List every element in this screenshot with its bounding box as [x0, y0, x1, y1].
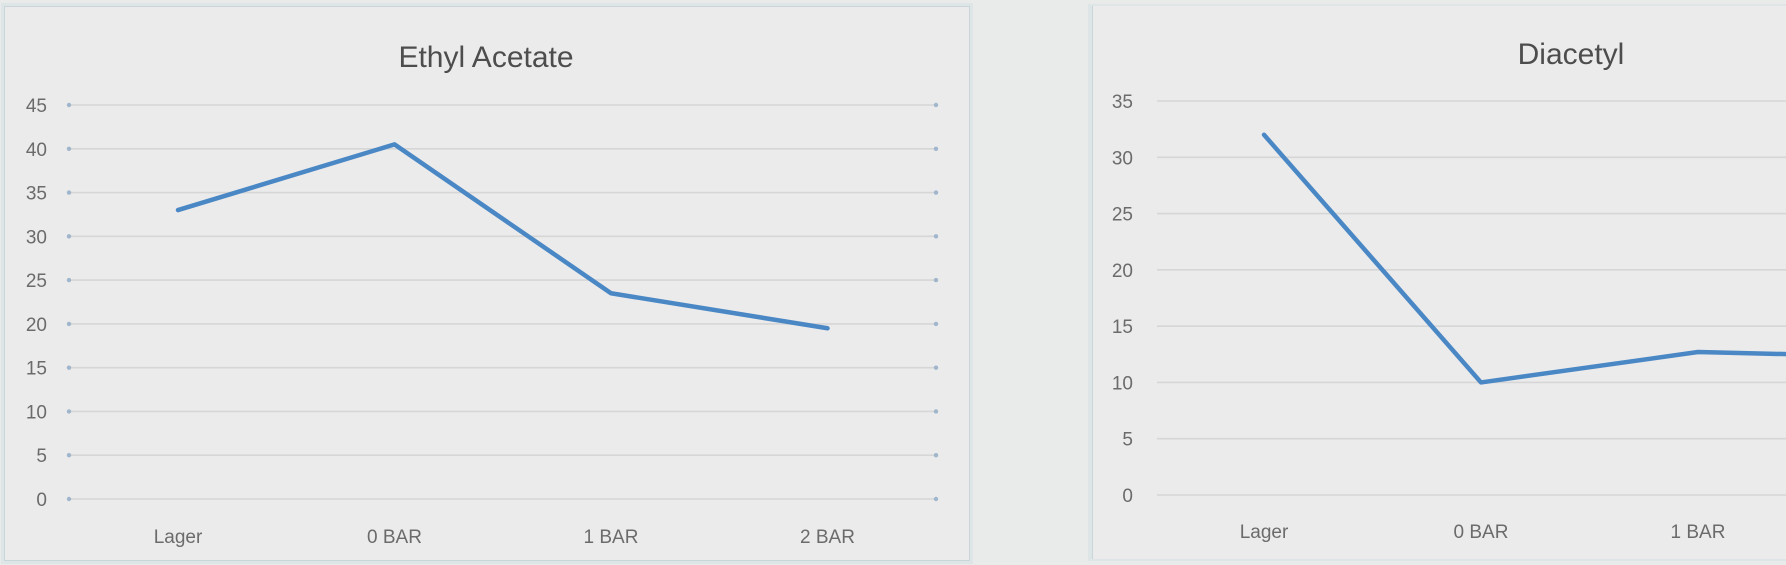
y-tick-label: 15 — [1112, 317, 1133, 338]
diacetyl-chart-svg: Diacetyl 0 5 10 15 20 25 30 35 Lager 0 BAR 1 BAR — [1112, 38, 1786, 543]
series-line — [175, 142, 830, 331]
x-tick-label: 1 BAR — [1671, 522, 1726, 543]
gridline-end-dot — [66, 453, 72, 458]
y-axis: 0 5 10 15 20 25 30 35 40 45 — [26, 96, 47, 511]
gridline-end-dot — [933, 277, 939, 283]
gridline-end-dot — [66, 234, 72, 239]
gridline-end-dot — [66, 190, 72, 195]
diacetyl-chart[interactable]: Diacetyl 0 5 10 15 20 25 30 35 Lager 0 BAR 1 BAR — [1092, 6, 1786, 559]
ethyl-acetate-chart-svg: Ethyl Acetate 0 5 10 15 20 25 30 35 40 45 Lager 0 … — [26, 41, 939, 548]
spreadsheet-background: Ethyl Acetate 0 5 10 15 20 25 30 35 40 45 Lager 0 … — [4, 6, 1786, 561]
y-tick-label: 35 — [1112, 92, 1133, 113]
y-tick-label: 40 — [26, 140, 47, 161]
y-tick-label: 0 — [1122, 486, 1133, 507]
gridline-end-dot — [66, 409, 72, 414]
gridline-end-dot — [66, 102, 72, 108]
y-tick-label: 10 — [26, 402, 47, 423]
chart-title: Ethyl Acetate — [398, 41, 573, 74]
y-tick-label: 30 — [1112, 148, 1133, 169]
x-tick-label: Lager — [1240, 522, 1289, 543]
series — [175, 142, 830, 331]
ethyl-acetate-chart[interactable]: Ethyl Acetate 0 5 10 15 20 25 30 35 40 45 Lager 0 … — [4, 6, 970, 561]
series — [1261, 132, 1786, 385]
gridline-end-dot — [933, 409, 939, 414]
gridline-end-dot — [933, 365, 939, 370]
y-tick-label: 10 — [1112, 373, 1133, 394]
gridline-end-dot — [66, 496, 72, 502]
series-line — [1261, 132, 1786, 385]
x-tick-label: Lager — [154, 527, 203, 548]
y-tick-label: 30 — [26, 227, 47, 248]
gridline-end-dot — [933, 496, 939, 502]
gridlines — [1157, 100, 1786, 496]
y-tick-label: 15 — [26, 359, 47, 380]
gridline-end-dot — [933, 146, 939, 151]
chart-title: Diacetyl — [1518, 38, 1625, 71]
gridline-end-dot — [933, 321, 939, 327]
x-axis: Lager 0 BAR 1 BAR — [1240, 522, 1726, 543]
gridline-end-dot — [933, 102, 939, 108]
gridline-end-dot — [933, 190, 939, 195]
gridline-end-dot — [66, 146, 72, 151]
y-tick-label: 5 — [36, 446, 47, 467]
y-tick-label: 25 — [26, 271, 47, 292]
x-axis: Lager 0 BAR 1 BAR 2 BAR — [154, 527, 855, 548]
y-tick-label: 0 — [36, 490, 47, 511]
y-tick-label: 20 — [1112, 261, 1133, 282]
x-tick-label: 0 BAR — [367, 527, 422, 548]
gridline-end-dot — [933, 453, 939, 458]
gridline-end-dot — [66, 321, 72, 327]
y-tick-label: 5 — [1122, 430, 1133, 451]
y-tick-label: 45 — [26, 96, 47, 117]
y-axis: 0 5 10 15 20 25 30 35 — [1112, 92, 1133, 507]
gridline-end-dot — [933, 234, 939, 239]
x-tick-label: 0 BAR — [1454, 522, 1509, 543]
y-tick-label: 25 — [1112, 205, 1133, 226]
y-tick-label: 35 — [26, 184, 47, 205]
gridline-end-dot — [66, 277, 72, 283]
y-tick-label: 20 — [26, 315, 47, 336]
x-tick-label: 1 BAR — [584, 527, 639, 548]
x-tick-label: 2 BAR — [800, 527, 855, 548]
gridline-end-dot — [66, 365, 72, 370]
gridlines — [66, 102, 939, 502]
